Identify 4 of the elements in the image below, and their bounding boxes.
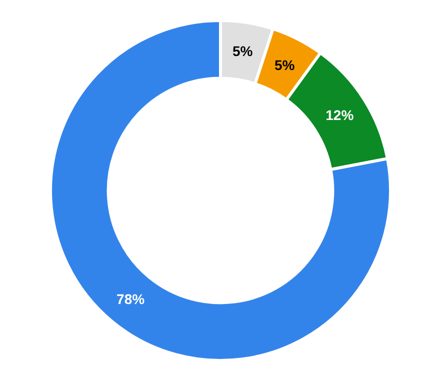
- data-label: 12%: [326, 106, 354, 123]
- data-label: 5%: [232, 43, 254, 60]
- data-label: 78%: [116, 291, 146, 308]
- data-label: 5%: [274, 56, 296, 73]
